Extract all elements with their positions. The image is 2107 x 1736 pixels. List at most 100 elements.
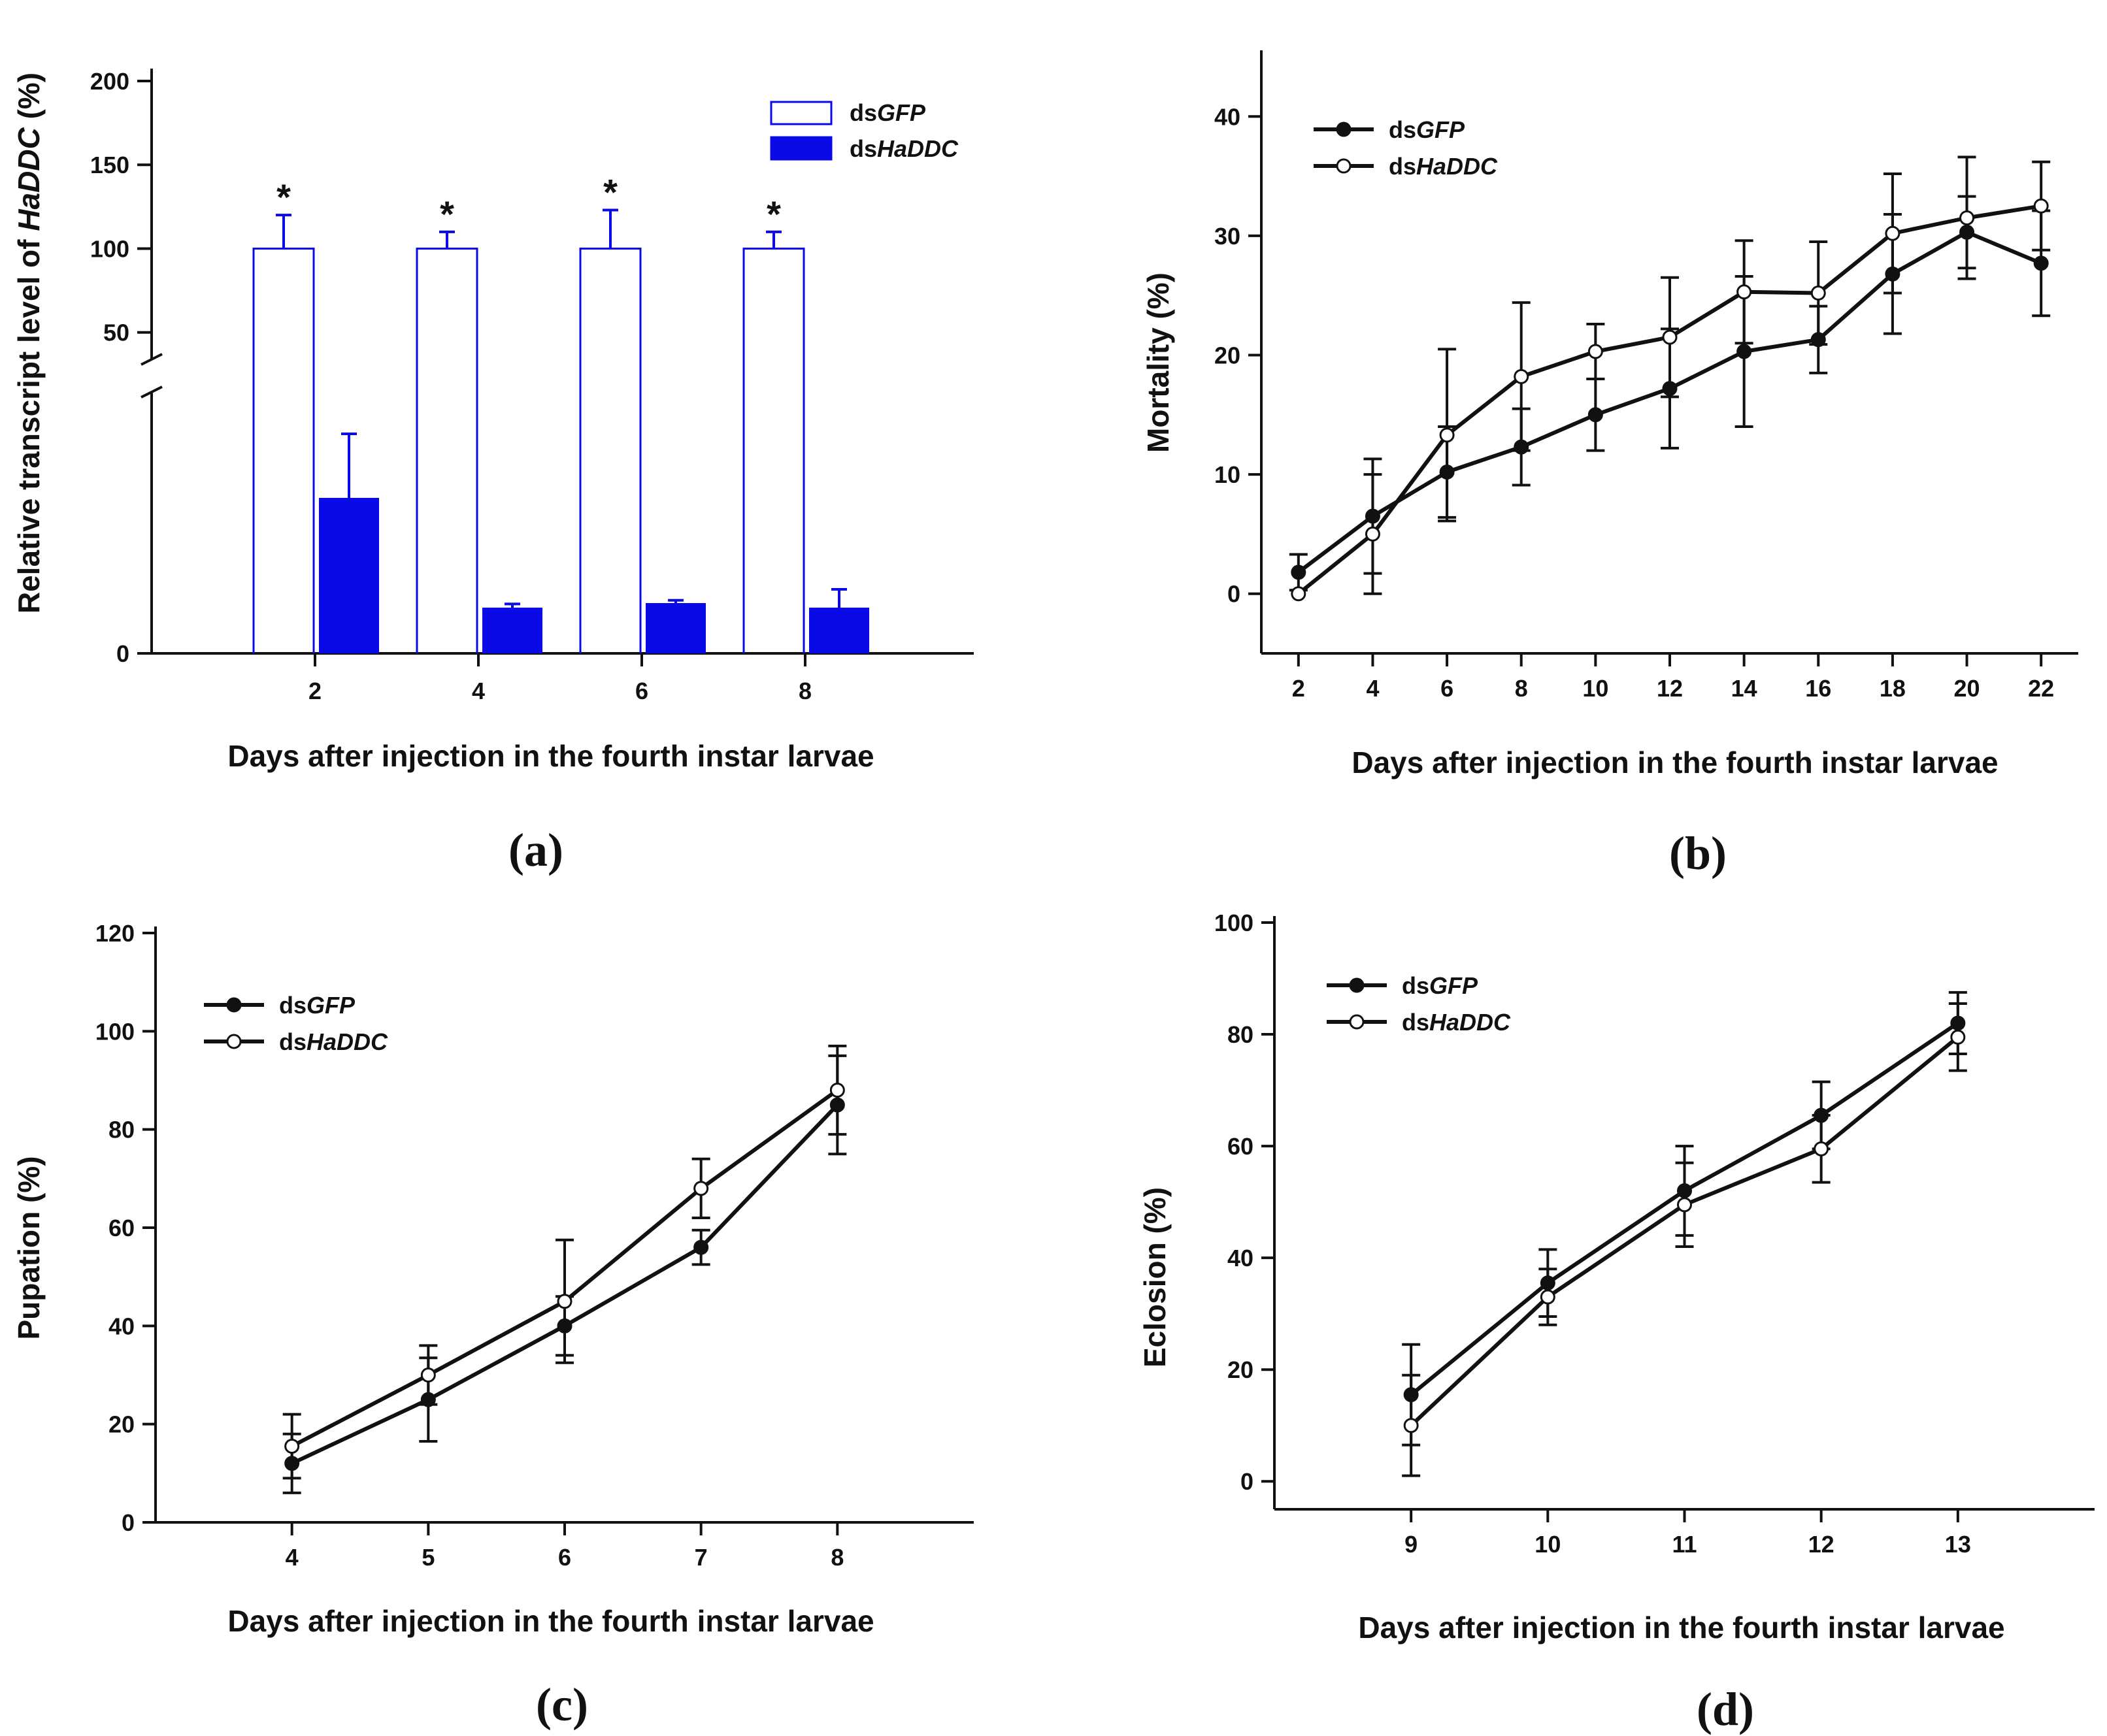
legend-label: dsGFP	[279, 992, 356, 1019]
x-tick-label: 4	[286, 1544, 299, 1571]
axis-break-mark	[141, 353, 163, 366]
y-tick-label: 150	[90, 152, 129, 178]
data-point	[2033, 255, 2049, 271]
data-point	[1540, 1289, 1555, 1305]
x-tick-label: 12	[1657, 675, 1683, 702]
panel-d-label: (d)	[1697, 1683, 1754, 1735]
x-tick-label: 8	[799, 678, 812, 704]
panel-b-series	[1289, 156, 2051, 602]
data-point	[1810, 286, 1826, 301]
data-point	[1885, 225, 1900, 241]
legend-label: dsHaDDC	[1389, 153, 1498, 180]
panel-b-ticks: 0 10 20 30 40 2 4 6 8 10 12 14 16 18 20 22	[1214, 103, 2054, 702]
data-point	[1736, 344, 1752, 359]
x-tick-label: 13	[1945, 1531, 1971, 1558]
y-tick-label: 100	[1214, 909, 1253, 936]
y-tick-label: 20	[1227, 1356, 1253, 1383]
y-tick-label: 30	[1214, 223, 1240, 250]
data-point	[420, 1368, 436, 1383]
panel-a-label: (a)	[508, 824, 563, 876]
data-point	[1736, 284, 1752, 300]
panel-c-y-axis-label: Pupation (%)	[12, 1156, 46, 1339]
x-tick-label: 5	[422, 1544, 435, 1571]
y-tick-label: 20	[108, 1411, 135, 1438]
bar	[252, 247, 315, 653]
axis-break-mark	[141, 385, 163, 399]
series-dsHaDDC	[1402, 1002, 1967, 1477]
legend-label: dsHaDDC	[279, 1028, 388, 1055]
data-point	[1662, 329, 1678, 345]
data-point	[1677, 1197, 1692, 1213]
bar	[809, 608, 869, 653]
significance-star: *	[440, 193, 454, 235]
y-tick-label: 0	[1240, 1468, 1253, 1495]
legend-marker	[1336, 158, 1352, 174]
x-tick-label: 20	[1954, 675, 1980, 702]
legend-marker	[226, 997, 242, 1013]
data-point	[1950, 1029, 1966, 1045]
x-tick-label: 6	[1440, 675, 1453, 702]
x-tick-label: 22	[2028, 675, 2054, 702]
data-point	[829, 1083, 845, 1098]
data-point	[557, 1294, 572, 1309]
significance-star: *	[603, 171, 618, 212]
panel-c-series	[282, 1044, 847, 1494]
legend-label: dsHaDDC	[1402, 1009, 1511, 1036]
panel-b-label: (b)	[1669, 827, 1727, 879]
data-point	[693, 1239, 709, 1255]
panel-c-x-axis-label: Days after injection in the fourth insta…	[227, 1604, 874, 1638]
y-tick-label: 20	[1214, 342, 1240, 369]
y-tick-label: 100	[90, 235, 129, 262]
data-point	[1587, 407, 1603, 423]
panel-c-axes	[154, 926, 974, 1524]
y-tick-label: 0	[122, 1509, 135, 1536]
legend-marker	[1336, 122, 1352, 137]
x-tick-label: 7	[695, 1544, 708, 1571]
data-point	[284, 1438, 300, 1454]
legend-label-dsgfp: dsGFP	[850, 99, 926, 126]
data-point	[1291, 586, 1306, 602]
y-tick-label: 120	[95, 920, 135, 947]
y-tick-label: 60	[108, 1215, 135, 1241]
panel-c-pupation-line-chart: 0 20 40 60 80 100 120 4 5 6 7 8 Pupation (%) Days a…	[12, 920, 974, 1731]
data-point	[693, 1181, 709, 1196]
x-tick-label: 8	[831, 1544, 844, 1571]
bar	[482, 608, 542, 653]
x-tick-label: 10	[1582, 675, 1608, 702]
legend-marker	[1349, 1014, 1365, 1030]
legend-swatch-dsgfp	[770, 101, 833, 125]
x-tick-label: 10	[1535, 1531, 1561, 1558]
bar	[416, 247, 478, 653]
data-point	[1403, 1418, 1419, 1433]
x-tick-label: 8	[1515, 675, 1528, 702]
panel-a-axes	[141, 69, 974, 655]
significance-star: *	[767, 193, 781, 235]
panel-d-eclosion-line-chart: 0 20 40 60 80 100 9 10 11 12 13 Eclosion (%) Days …	[1138, 909, 2095, 1735]
x-tick-label: 6	[558, 1544, 571, 1571]
data-point	[1439, 427, 1455, 443]
panel-d-series	[1402, 991, 1967, 1477]
panel-d-y-axis-label: Eclosion (%)	[1138, 1187, 1172, 1368]
x-tick-label: 2	[308, 678, 322, 704]
legend-marker	[1349, 977, 1365, 993]
panel-a-y-axis-label: Relative transcript level of HaDDC (%)	[12, 73, 46, 614]
y-tick-label: 80	[1227, 1021, 1253, 1048]
panel-d-x-axis-label: Days after injection in the fourth insta…	[1358, 1611, 2004, 1645]
y-tick-label: 40	[1227, 1245, 1253, 1271]
y-tick-label: 10	[1214, 461, 1240, 488]
y-tick-label: 40	[1214, 103, 1240, 130]
y-tick-label: 50	[103, 319, 129, 346]
legend-swatch-dshaddc	[770, 136, 833, 161]
data-point	[1814, 1141, 1829, 1156]
data-point	[2033, 198, 2049, 214]
panel-b-y-axis-label: Mortality (%)	[1141, 272, 1175, 453]
y-tick-label: 0	[1227, 581, 1240, 608]
legend-label-dshaddc: dsHaDDC	[850, 135, 959, 162]
data-point	[1587, 344, 1603, 359]
x-tick-label: 4	[1366, 675, 1379, 702]
x-tick-label: 12	[1808, 1531, 1834, 1558]
x-tick-label: 18	[1880, 675, 1906, 702]
panel-c-ticks: 0 20 40 60 80 100 120 4 5 6 7 8	[95, 920, 844, 1571]
bar	[742, 247, 805, 653]
